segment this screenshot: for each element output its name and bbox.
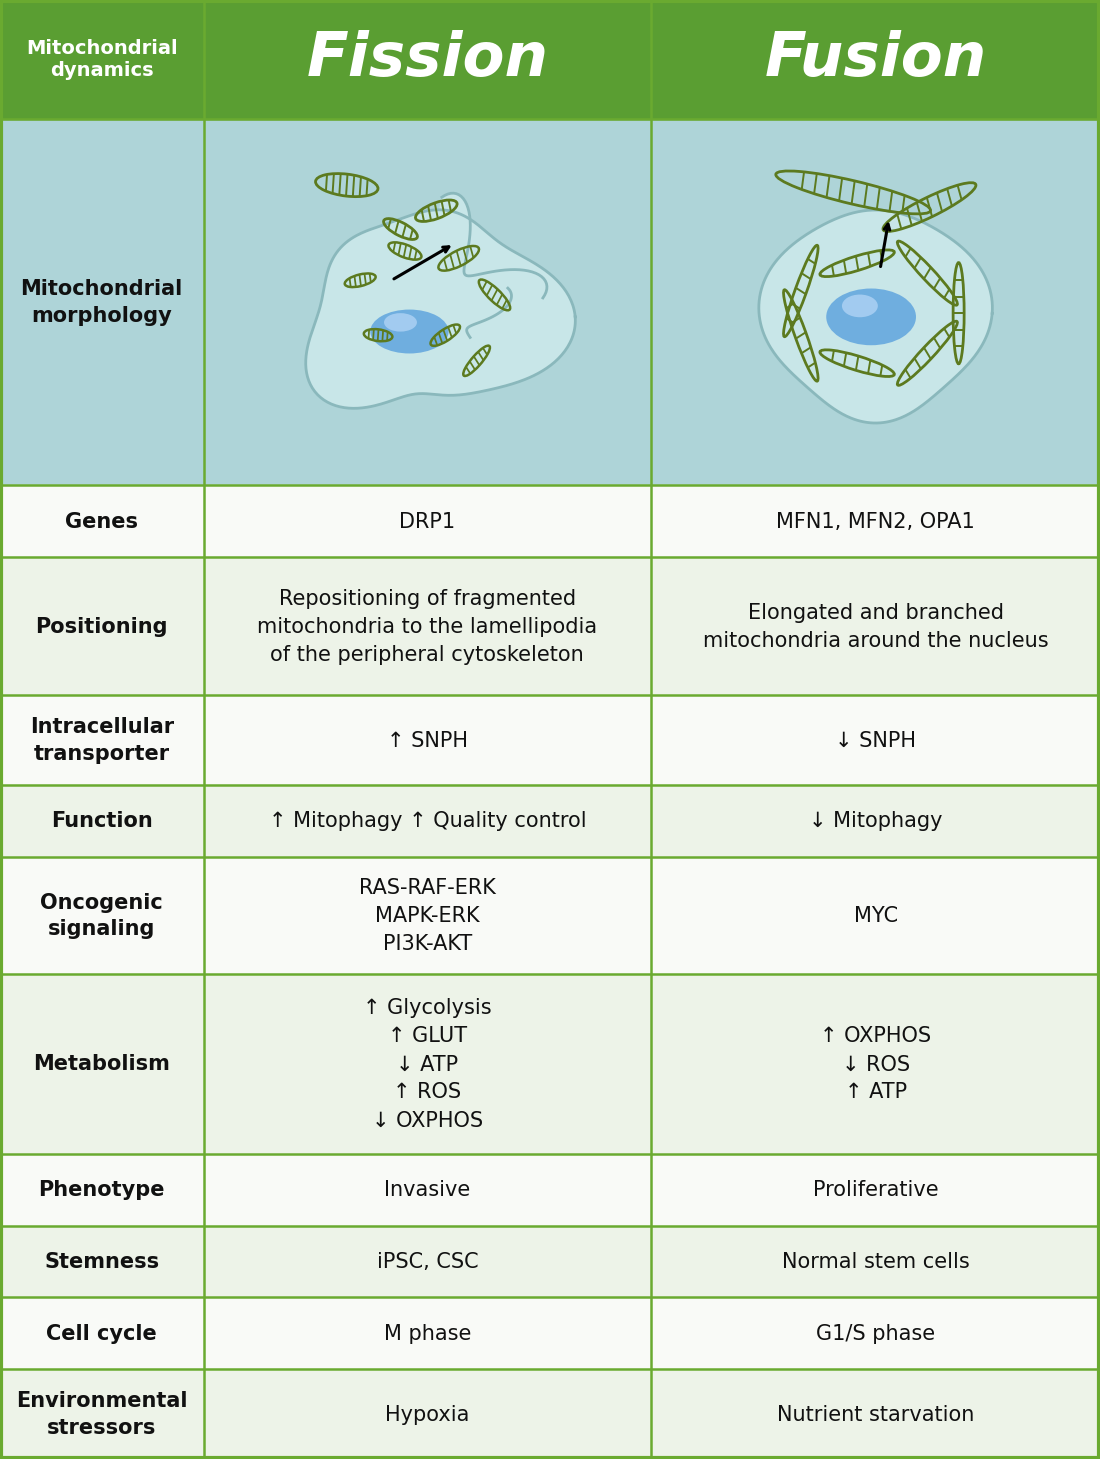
Bar: [0, 975, 1100, 1154]
Bar: [0, 557, 1100, 696]
Text: Elongated and branched
mitochondria around the nucleus: Elongated and branched mitochondria arou…: [703, 603, 1048, 651]
Text: Positioning: Positioning: [35, 616, 168, 636]
Text: ↓ SNPH: ↓ SNPH: [835, 731, 916, 750]
Text: G1/S phase: G1/S phase: [816, 1323, 935, 1344]
Polygon shape: [422, 289, 512, 338]
Ellipse shape: [842, 295, 878, 318]
Text: RAS-RAF-ERK
MAPK-ERK
PI3K-AKT: RAS-RAF-ERK MAPK-ERK PI3K-AKT: [359, 878, 496, 954]
Text: Fusion: Fusion: [764, 31, 987, 89]
Text: M phase: M phase: [384, 1323, 471, 1344]
Text: Nutrient starvation: Nutrient starvation: [777, 1404, 975, 1424]
Text: Mitochondrial
dynamics: Mitochondrial dynamics: [26, 39, 177, 80]
Polygon shape: [306, 210, 575, 409]
Text: ↑ Glycolysis
↑ GLUT
↓ ATP
↑ ROS
↓ OXPHOS: ↑ Glycolysis ↑ GLUT ↓ ATP ↑ ROS ↓ OXPHOS: [363, 998, 492, 1131]
Polygon shape: [759, 210, 992, 423]
Text: Hypoxia: Hypoxia: [385, 1404, 470, 1424]
Text: Intracellular
transporter: Intracellular transporter: [30, 718, 174, 763]
Text: Invasive: Invasive: [384, 1180, 471, 1199]
Ellipse shape: [826, 289, 916, 346]
Text: Metabolism: Metabolism: [33, 1053, 170, 1074]
Bar: [0, 1226, 1100, 1297]
Text: Stemness: Stemness: [44, 1252, 160, 1272]
Bar: [0, 785, 1100, 856]
Bar: [0, 0, 1100, 120]
Text: iPSC, CSC: iPSC, CSC: [376, 1252, 478, 1272]
Bar: [0, 1297, 1100, 1369]
Text: ↓ Mitophagy: ↓ Mitophagy: [808, 811, 943, 832]
Ellipse shape: [384, 314, 417, 333]
Text: Environmental
stressors: Environmental stressors: [16, 1390, 187, 1437]
Text: Function: Function: [51, 811, 153, 832]
Text: Fission: Fission: [306, 31, 548, 89]
Text: Oncogenic
signaling: Oncogenic signaling: [41, 893, 163, 938]
Text: ↑ SNPH: ↑ SNPH: [387, 731, 468, 750]
Text: Genes: Genes: [65, 512, 139, 531]
Bar: [0, 120, 1100, 486]
Text: MYC: MYC: [854, 906, 898, 925]
Text: ↑ Mitophagy ↑ Quality control: ↑ Mitophagy ↑ Quality control: [268, 811, 586, 832]
Text: DRP1: DRP1: [399, 512, 455, 531]
Bar: [0, 856, 1100, 975]
Bar: [0, 486, 1100, 557]
Text: Phenotype: Phenotype: [39, 1180, 165, 1199]
Text: Cell cycle: Cell cycle: [46, 1323, 157, 1344]
Text: Proliferative: Proliferative: [813, 1180, 938, 1199]
Text: ↑ OXPHOS
↓ ROS
↑ ATP: ↑ OXPHOS ↓ ROS ↑ ATP: [820, 1026, 932, 1102]
Ellipse shape: [371, 309, 449, 355]
Polygon shape: [422, 194, 547, 317]
Text: Mitochondrial
morphology: Mitochondrial morphology: [21, 280, 183, 325]
Bar: [0, 1154, 1100, 1226]
Text: Repositioning of fragmented
mitochondria to the lamellipodia
of the peripheral c: Repositioning of fragmented mitochondria…: [257, 588, 597, 664]
Bar: [0, 696, 1100, 785]
Bar: [0, 1369, 1100, 1459]
Text: Normal stem cells: Normal stem cells: [782, 1252, 969, 1272]
Text: MFN1, MFN2, OPA1: MFN1, MFN2, OPA1: [777, 512, 975, 531]
